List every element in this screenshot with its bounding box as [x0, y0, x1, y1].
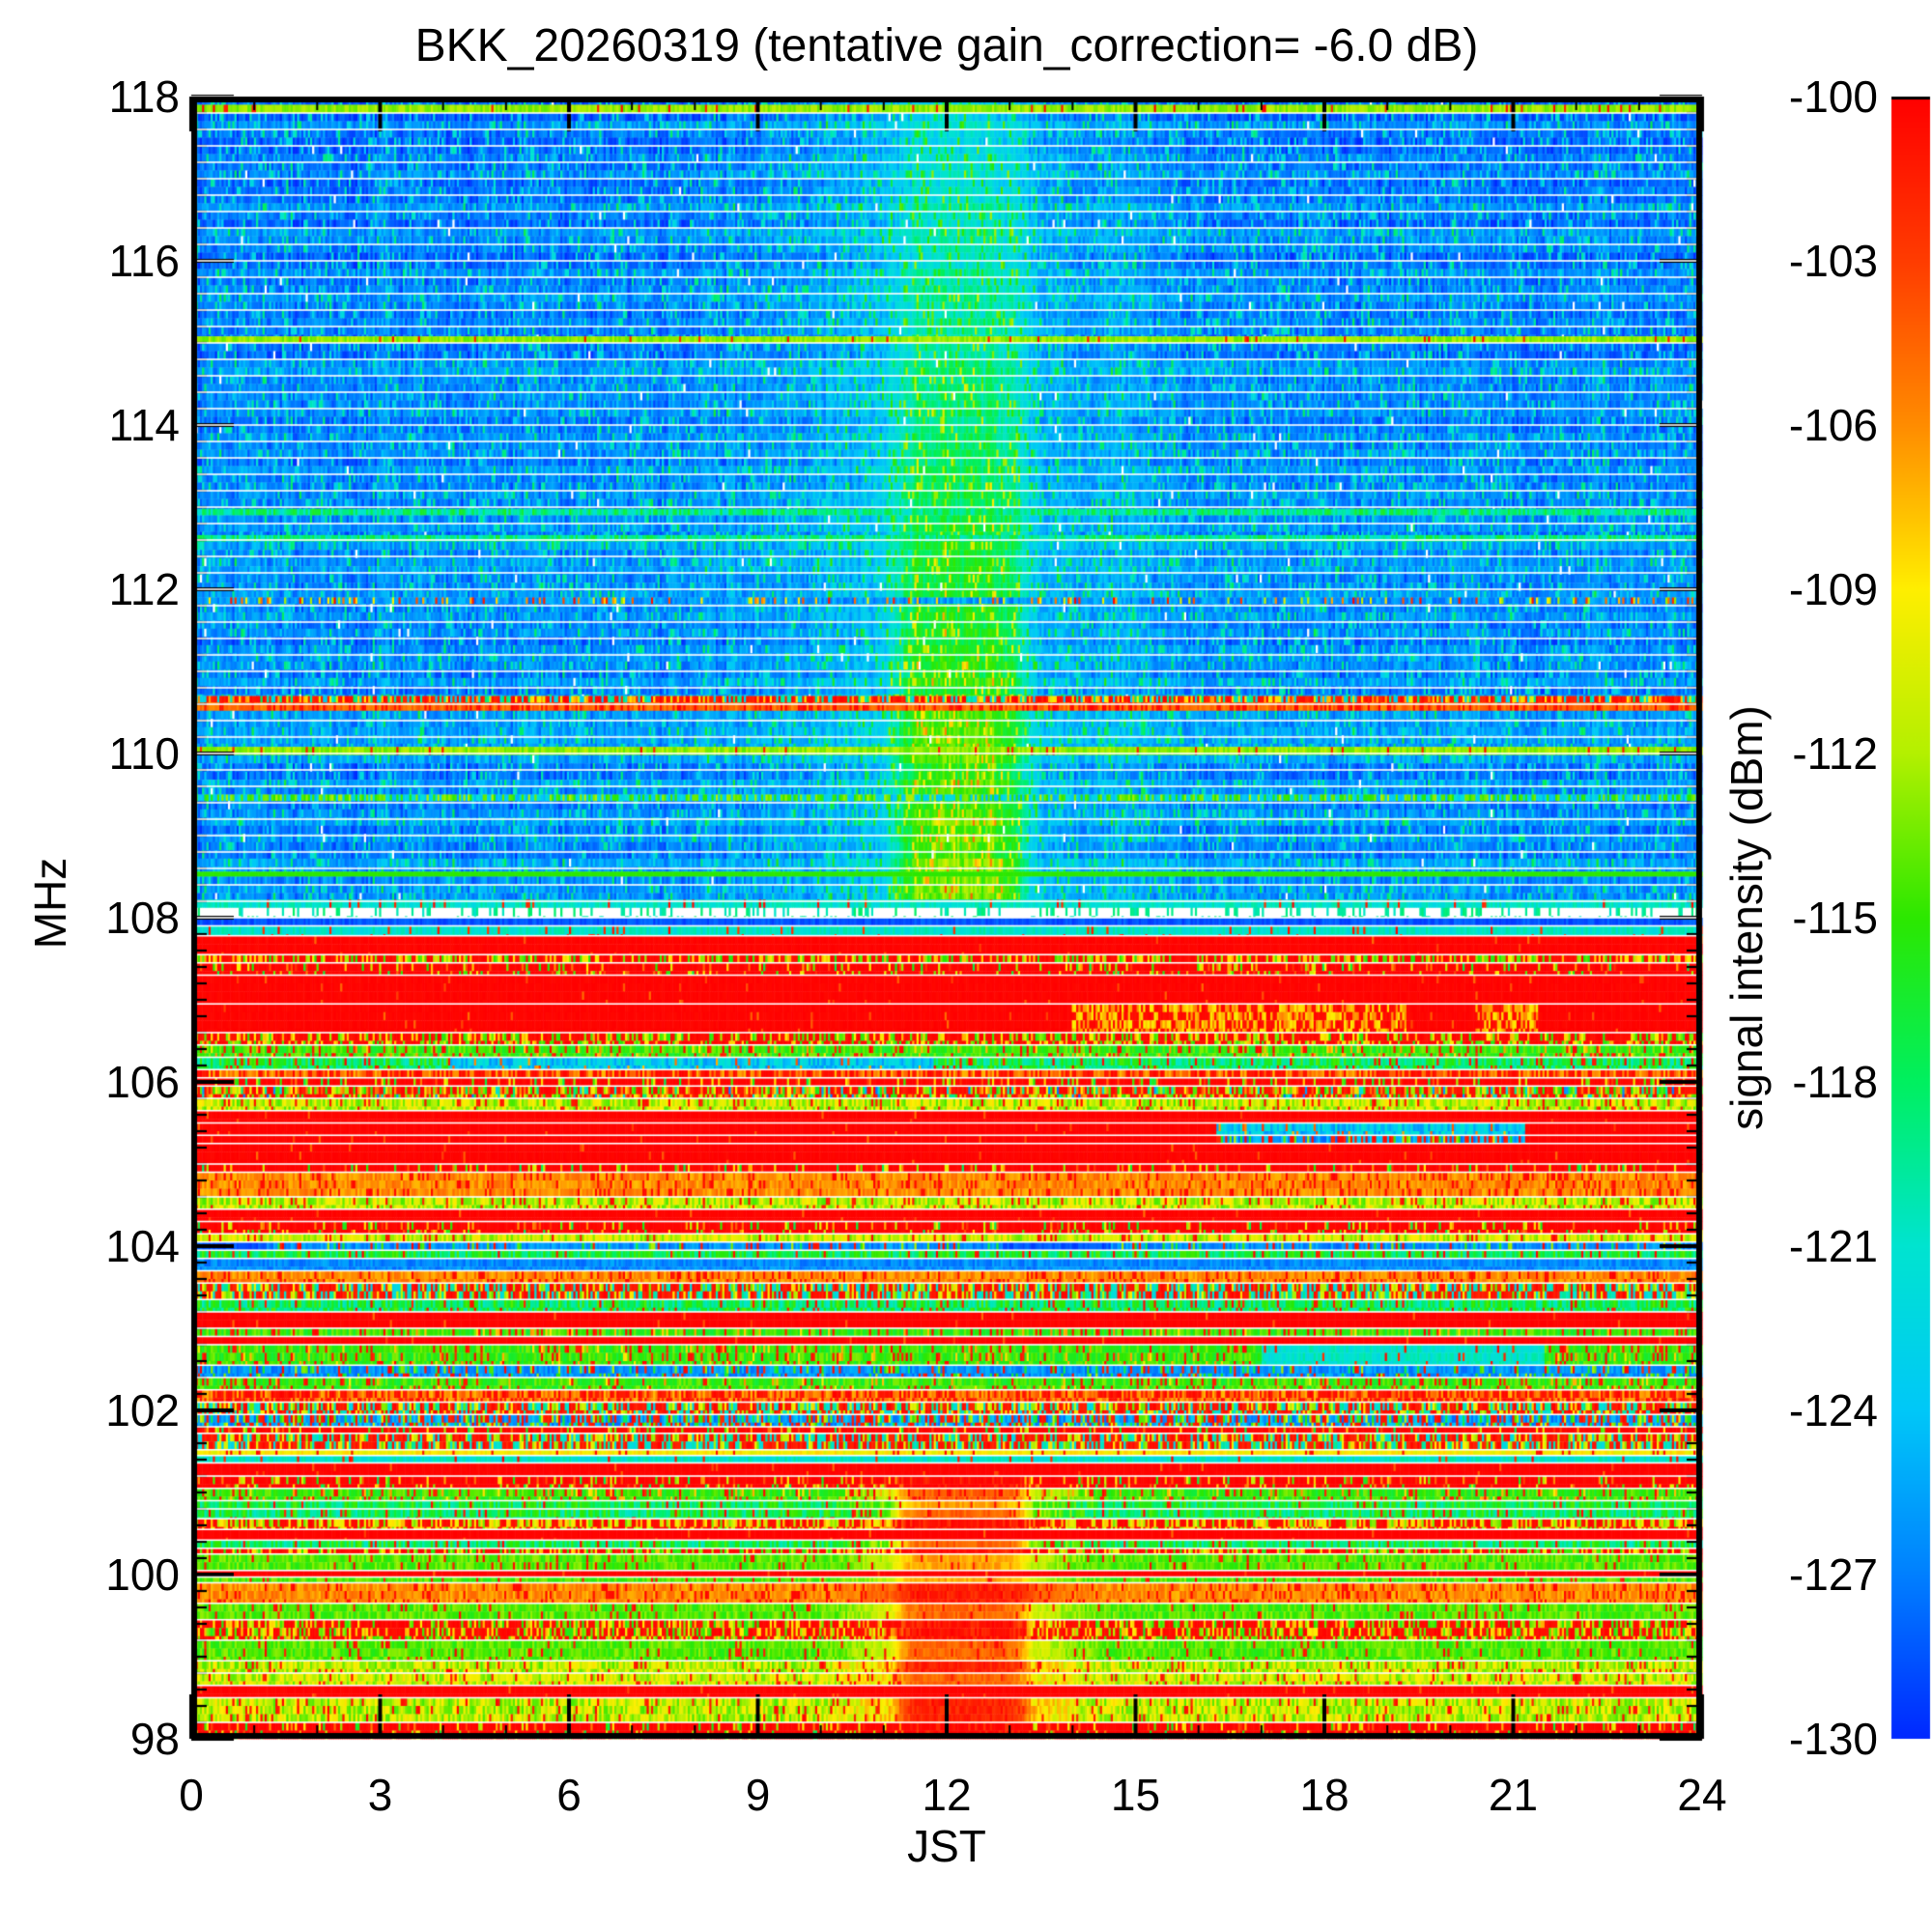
colorbar-tick-label: -103 — [1788, 236, 1878, 286]
x-tick-label: 12 — [922, 1770, 972, 1820]
y-tick-label: 104 — [105, 1221, 180, 1271]
colorbar-tick-label: -130 — [1788, 1714, 1878, 1764]
colorbar-tick-label: -115 — [1792, 893, 1878, 943]
y-tick-label: 106 — [105, 1057, 180, 1107]
colorbar-tick-label: -112 — [1792, 728, 1878, 779]
colorbar-tick-label: -106 — [1788, 400, 1878, 450]
y-tick-label: 100 — [105, 1549, 180, 1600]
y-tick-label: 108 — [105, 893, 180, 943]
x-tick-label: 3 — [367, 1770, 393, 1820]
y-tick-label: 110 — [108, 728, 180, 779]
x-axis-label: JST — [907, 1821, 986, 1871]
x-tick-label: 0 — [179, 1770, 204, 1820]
colorbar-tick-label: -124 — [1788, 1385, 1878, 1435]
colorbar-tick-label: -109 — [1788, 564, 1878, 614]
y-tick-label: 102 — [105, 1385, 180, 1435]
x-tick-label: 6 — [556, 1770, 582, 1820]
colorbar-tick-label: -100 — [1788, 71, 1878, 122]
colorbar-tick-label: -121 — [1788, 1221, 1878, 1271]
y-tick-label: 114 — [108, 400, 180, 450]
y-tick-label: 118 — [108, 71, 180, 122]
x-tick-label: 21 — [1488, 1770, 1539, 1820]
y-tick-label: 116 — [108, 236, 180, 286]
colorbar-tick-label: -118 — [1792, 1057, 1878, 1107]
x-tick-label: 9 — [745, 1770, 771, 1820]
x-tick-label: 15 — [1110, 1770, 1161, 1820]
y-tick-label: 98 — [129, 1714, 180, 1764]
x-tick-label: 24 — [1677, 1770, 1727, 1820]
colorbar-tick-label: -127 — [1788, 1549, 1878, 1600]
y-tick-label: 112 — [108, 564, 180, 614]
x-tick-label: 18 — [1299, 1770, 1350, 1820]
chart-title: BKK_20260319 (tentative gain_correction=… — [414, 20, 1479, 71]
